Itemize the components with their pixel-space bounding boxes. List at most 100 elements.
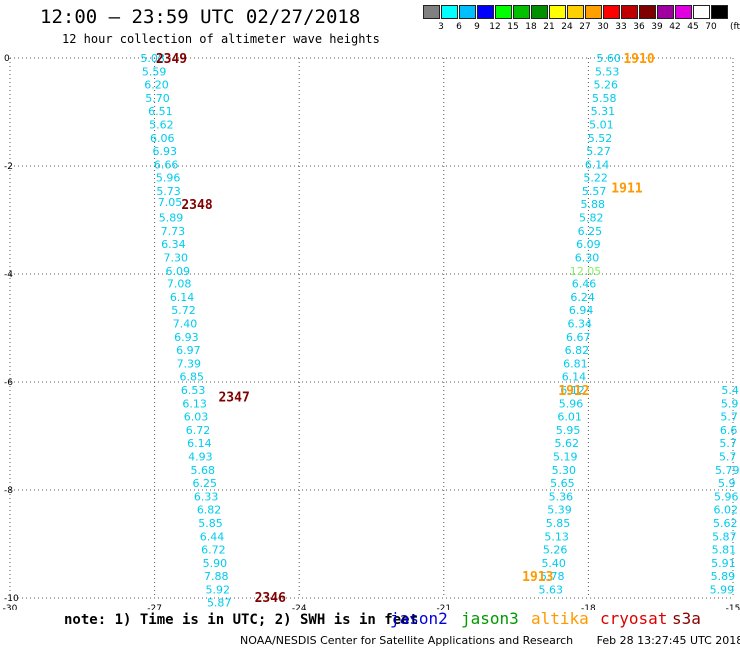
swh-value-label: 6.03	[184, 411, 209, 424]
footer: NOAA/NESDIS Center for Satellite Applica…	[240, 634, 740, 647]
swh-value-label: 6.09	[165, 265, 190, 278]
colorbar-swatch	[423, 5, 440, 19]
map-title: 12:00 – 23:59 UTC 02/27/2018	[40, 6, 361, 28]
colorbar-swatch	[621, 5, 638, 19]
swh-value-label: 5.31	[591, 105, 616, 118]
swh-value-label: 6.72	[186, 424, 211, 437]
colorbar-tick-label: 3	[438, 22, 444, 32]
swh-value-label: 7.88	[204, 570, 229, 583]
swh-value-label: 5.9	[721, 398, 739, 411]
swh-value-label: 5.72	[171, 304, 196, 317]
swh-value-label: 5.52	[588, 132, 613, 145]
swh-value-label: 4.93	[188, 451, 213, 464]
y-tick-label: -6	[4, 378, 13, 388]
swh-value-label: 5.85	[198, 517, 223, 530]
colorbar-tick-label: 9	[474, 22, 480, 32]
swh-value-label: 6.67	[566, 331, 591, 344]
footer-timestamp: Feb 28 13:27:45 UTC 2018	[596, 634, 740, 647]
swh-value-label: 6.44	[200, 530, 225, 543]
colorbar-swatch	[459, 5, 476, 19]
colorbar-swatch	[441, 5, 458, 19]
swh-value-label: 7.40	[173, 318, 198, 331]
swh-value-label: 5.96	[559, 398, 584, 411]
x-tick-label: -24	[292, 604, 307, 610]
colorbar-tick-label: 70	[705, 22, 717, 32]
y-tick-label: -10	[4, 594, 19, 604]
colorbar-swatch	[603, 5, 620, 19]
x-tick-label: -30	[3, 604, 18, 610]
swh-value-label: 6.93	[174, 331, 199, 344]
x-tick-label: -18	[581, 604, 596, 610]
legend-note: note: 1) Time is in UTC; 2) SWH is in fe…	[64, 612, 419, 628]
swh-value-label: 5.39	[547, 503, 572, 516]
swh-value-label: 6.30	[575, 251, 600, 264]
legend-cryosat: cryosat	[600, 609, 668, 628]
swh-value-label: 5.96	[714, 490, 739, 503]
swh-value-label: 5.62	[713, 517, 738, 530]
swh-value-label: 5.58	[592, 92, 617, 105]
pass-time-label: 2347	[218, 391, 249, 406]
swh-value-label: 5.62	[149, 118, 174, 131]
colorbar-unit: (ft)	[730, 22, 740, 32]
swh-value-label: 5.26	[543, 543, 568, 556]
swh-value-label: 6.09	[576, 238, 601, 251]
swh-value-label: 6.02	[714, 503, 739, 516]
swh-value-label: 6.51	[148, 105, 173, 118]
colorbar-swatch	[657, 5, 674, 19]
swh-value-label: 5.95	[556, 424, 581, 437]
swh-value-label: 6.72	[201, 543, 226, 556]
swh-value-label: 5.73	[156, 185, 181, 198]
swh-value-label: 6.66	[154, 158, 179, 171]
y-tick-label: -2	[4, 162, 13, 172]
swh-value-label: 5.30	[552, 464, 577, 477]
colorbar-swatch	[675, 5, 692, 19]
swh-value-label: 6.85	[179, 371, 204, 384]
swh-value-label: 6.12	[560, 384, 585, 397]
legend-altika: altika	[531, 609, 589, 628]
swh-value-label: 6.94	[569, 304, 594, 317]
swh-value-label: 6.14	[170, 291, 195, 304]
swh-value-label: 5.53	[595, 66, 620, 79]
colorbar-tick-label: 24	[561, 22, 573, 32]
swh-value-label: 5.59	[142, 66, 167, 79]
colorbar-tick-label: 45	[687, 22, 699, 32]
swh-value-label: 5.88	[580, 198, 605, 211]
legend-s3a: s3a	[672, 609, 701, 628]
colorbar-tick-label: 6	[456, 22, 462, 32]
legend-jason3: jason3	[461, 609, 519, 628]
swh-value-label: 6.33	[194, 490, 219, 503]
x-tick-label: -27	[147, 604, 162, 610]
swh-value-label: 7.39	[177, 358, 202, 371]
swh-value-label: 5.63	[539, 583, 564, 596]
swh-value-label: 6.20	[144, 78, 169, 91]
swh-value-label: 6.82	[197, 503, 222, 516]
swh-value-label: 5.65	[550, 477, 575, 490]
swh-value-label: 6.34	[161, 238, 186, 251]
swh-value-label: 5.79	[715, 464, 740, 477]
y-tick-label: 0	[4, 54, 10, 64]
legend-jason2: jason2	[390, 609, 448, 628]
swh-value-label: 6.25	[578, 225, 603, 238]
swh-value-label: 5.99	[710, 583, 735, 596]
swh-value-label: 5.22	[583, 171, 608, 184]
swh-value-label: 6.14	[187, 437, 212, 450]
colorbar-tick-label: 15	[507, 22, 519, 32]
y-tick-label: -8	[4, 486, 13, 496]
swh-value-label: 5.87	[712, 530, 737, 543]
swh-value-label: 6.06	[150, 132, 175, 145]
swh-value-label: 5.13	[544, 530, 569, 543]
footer-credit: NOAA/NESDIS Center for Satellite Applica…	[240, 634, 574, 647]
colorbar-swatch	[531, 5, 548, 19]
swh-value-label: 6.14	[585, 158, 610, 171]
swh-value-label: 5.57	[582, 185, 607, 198]
pass-time-label: 2348	[181, 198, 212, 213]
swh-value-label: 5.78	[540, 570, 565, 583]
x-tick-label: -15	[726, 604, 740, 610]
colorbar-tick-label: 36	[633, 22, 645, 32]
swh-value-label: 5.68	[191, 464, 216, 477]
colorbar-swatch	[693, 5, 710, 19]
swh-value-label: 6.93	[152, 145, 177, 158]
swh-value-label: 5.40	[541, 557, 566, 570]
swh-value-label: 5.89	[711, 570, 736, 583]
swh-value-label: 5.7	[720, 411, 738, 424]
